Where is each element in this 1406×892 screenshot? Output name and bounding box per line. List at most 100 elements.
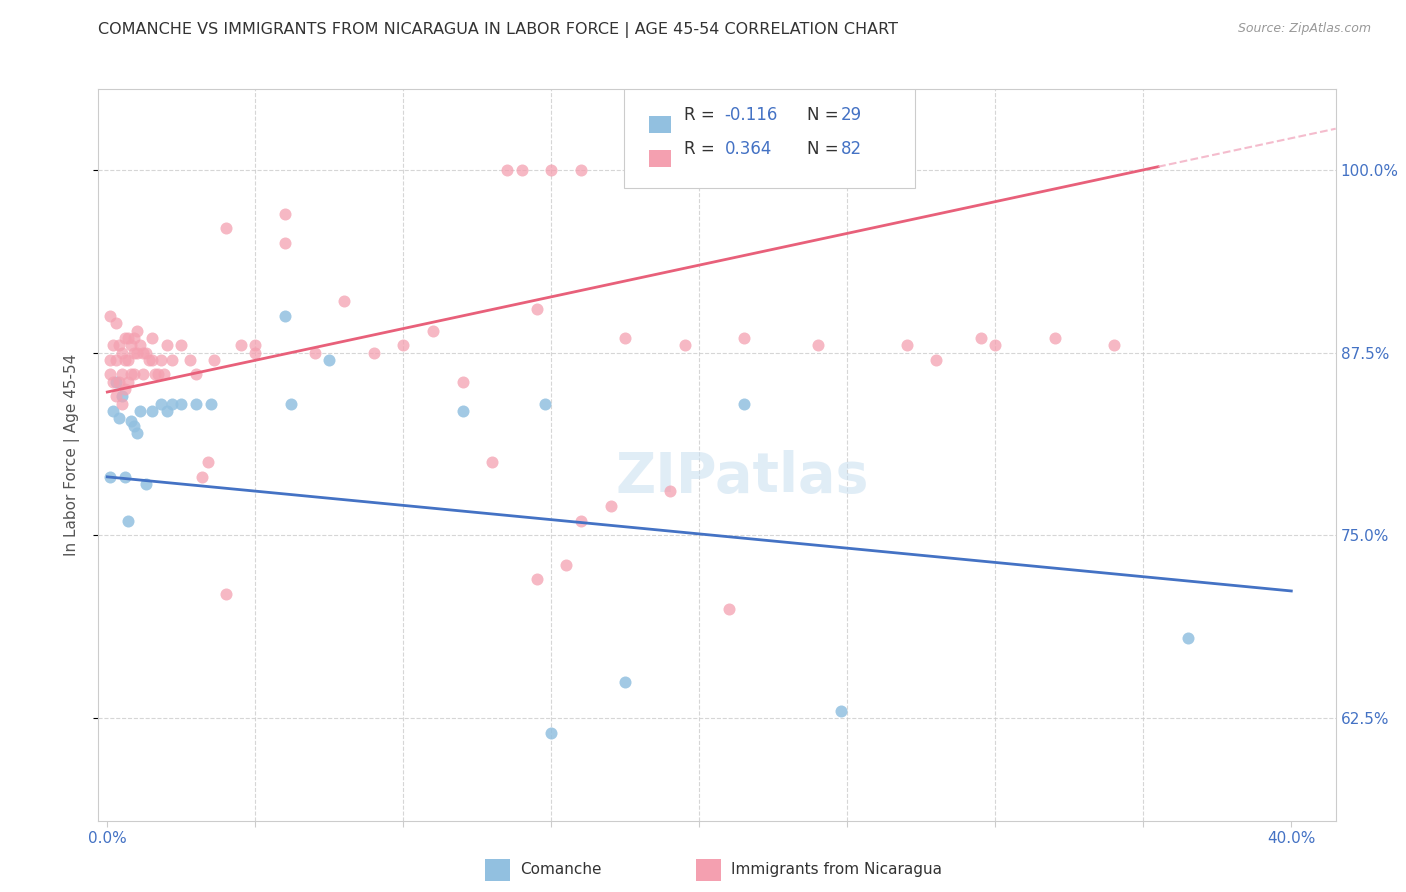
Point bbox=[555, 558, 578, 572]
Text: Comanche: Comanche bbox=[520, 863, 602, 877]
Point bbox=[1043, 331, 1066, 345]
Point bbox=[333, 294, 356, 309]
Point bbox=[132, 368, 155, 382]
Point bbox=[526, 572, 548, 586]
Point bbox=[1102, 338, 1125, 352]
Point bbox=[135, 345, 157, 359]
Point bbox=[120, 414, 142, 428]
Text: N =: N = bbox=[807, 140, 844, 158]
Point bbox=[614, 674, 637, 689]
Point bbox=[245, 345, 267, 359]
Point bbox=[125, 425, 148, 440]
Point bbox=[807, 338, 830, 352]
Point bbox=[141, 352, 163, 367]
Point bbox=[117, 331, 139, 345]
Point bbox=[830, 704, 852, 718]
Point bbox=[103, 375, 125, 389]
Point bbox=[392, 338, 415, 352]
Point bbox=[117, 375, 139, 389]
Point bbox=[125, 345, 148, 359]
Point bbox=[599, 499, 621, 513]
Point bbox=[141, 404, 163, 418]
Point bbox=[363, 345, 385, 359]
Point bbox=[184, 397, 207, 411]
Point bbox=[141, 331, 163, 345]
Point bbox=[170, 338, 193, 352]
Text: 0.364: 0.364 bbox=[724, 140, 772, 158]
Text: R =: R = bbox=[683, 106, 720, 124]
Point bbox=[733, 397, 755, 411]
Point bbox=[614, 331, 637, 345]
Point bbox=[155, 404, 177, 418]
Point bbox=[200, 397, 222, 411]
Point bbox=[117, 352, 139, 367]
Point bbox=[422, 324, 444, 338]
Point bbox=[125, 324, 148, 338]
Point bbox=[534, 397, 557, 411]
Point bbox=[540, 726, 562, 740]
Point bbox=[229, 338, 252, 352]
Point bbox=[658, 484, 681, 499]
Point bbox=[274, 309, 297, 323]
Point bbox=[122, 418, 145, 433]
Point bbox=[184, 368, 207, 382]
Point bbox=[114, 352, 136, 367]
Point bbox=[451, 375, 474, 389]
Point bbox=[984, 338, 1007, 352]
Point bbox=[215, 587, 238, 601]
Point bbox=[733, 331, 755, 345]
FancyBboxPatch shape bbox=[650, 116, 671, 133]
Point bbox=[280, 397, 302, 411]
Point bbox=[155, 338, 177, 352]
Point bbox=[496, 162, 519, 177]
Point bbox=[105, 352, 128, 367]
Text: Immigrants from Nicaragua: Immigrants from Nicaragua bbox=[731, 863, 942, 877]
Point bbox=[120, 338, 142, 352]
Point bbox=[128, 404, 150, 418]
Point bbox=[245, 338, 267, 352]
Point bbox=[925, 352, 948, 367]
Point bbox=[526, 301, 548, 316]
Point bbox=[114, 331, 136, 345]
Point bbox=[122, 345, 145, 359]
Point bbox=[105, 375, 128, 389]
Point bbox=[105, 316, 128, 330]
Point bbox=[105, 389, 128, 403]
Point bbox=[108, 411, 131, 425]
Point bbox=[569, 162, 592, 177]
Point bbox=[717, 601, 740, 615]
Text: N =: N = bbox=[807, 106, 844, 124]
Point bbox=[197, 455, 219, 469]
Text: R =: R = bbox=[683, 140, 720, 158]
Point bbox=[149, 397, 172, 411]
Point bbox=[98, 309, 121, 323]
Point bbox=[969, 331, 991, 345]
Point bbox=[135, 477, 157, 491]
Point bbox=[103, 338, 125, 352]
Point bbox=[569, 514, 592, 528]
Point bbox=[896, 338, 918, 352]
Point bbox=[114, 470, 136, 484]
Text: 29: 29 bbox=[841, 106, 862, 124]
Point bbox=[122, 368, 145, 382]
Point bbox=[111, 345, 134, 359]
Point bbox=[111, 389, 134, 403]
Point bbox=[215, 221, 238, 235]
Point bbox=[128, 338, 150, 352]
Text: ZIPatlas: ZIPatlas bbox=[614, 450, 869, 504]
Point bbox=[138, 352, 160, 367]
Point bbox=[98, 368, 121, 382]
Point bbox=[117, 514, 139, 528]
Point bbox=[274, 235, 297, 250]
Point bbox=[114, 382, 136, 396]
Point bbox=[132, 345, 155, 359]
Point bbox=[98, 470, 121, 484]
Point bbox=[120, 368, 142, 382]
Point bbox=[170, 397, 193, 411]
Point bbox=[540, 162, 562, 177]
FancyBboxPatch shape bbox=[650, 151, 671, 168]
Text: -0.116: -0.116 bbox=[724, 106, 778, 124]
Point bbox=[122, 331, 145, 345]
Point bbox=[162, 397, 184, 411]
Point bbox=[108, 338, 131, 352]
